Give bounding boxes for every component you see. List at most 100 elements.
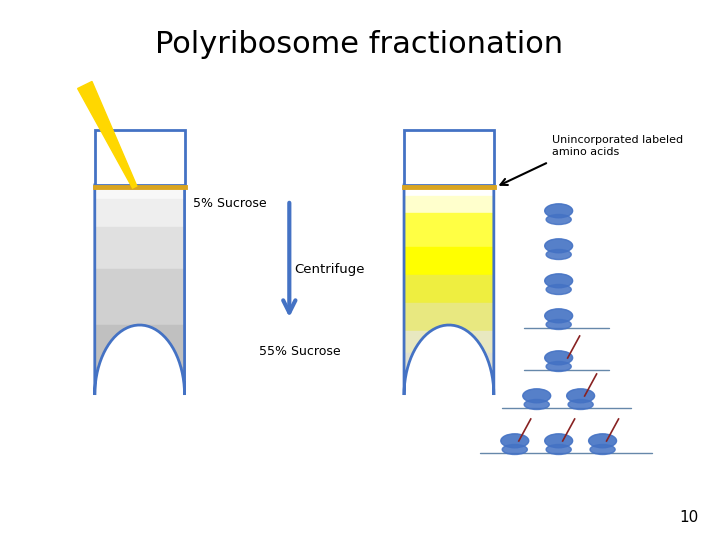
Bar	[95, 392, 184, 395]
Bar	[404, 361, 494, 364]
Bar	[404, 356, 494, 359]
Bar	[95, 283, 184, 286]
Bar	[95, 373, 184, 375]
Bar	[431, 460, 467, 462]
Ellipse shape	[545, 434, 572, 448]
Bar	[95, 210, 184, 213]
Ellipse shape	[545, 274, 572, 288]
Bar	[95, 300, 184, 302]
Bar	[404, 316, 494, 319]
Bar	[408, 423, 490, 426]
Bar	[405, 406, 493, 409]
Bar	[404, 283, 494, 286]
Bar	[404, 300, 494, 302]
Bar	[95, 364, 184, 367]
Bar	[404, 381, 494, 384]
Bar	[95, 196, 184, 199]
Bar	[118, 457, 161, 460]
Bar	[95, 191, 184, 193]
Bar	[404, 227, 494, 230]
Bar	[404, 306, 494, 308]
Bar	[95, 219, 184, 221]
Bar	[95, 264, 184, 266]
Bar	[95, 188, 184, 191]
Bar	[95, 224, 184, 227]
Bar	[404, 333, 494, 336]
Bar	[95, 350, 184, 353]
Bar	[95, 406, 184, 409]
Bar	[95, 207, 184, 210]
Bar	[405, 403, 493, 406]
Bar	[109, 446, 171, 448]
Bar	[404, 322, 494, 325]
Bar	[404, 219, 494, 221]
Bar	[404, 185, 494, 188]
Bar	[95, 221, 184, 224]
Bar	[404, 196, 494, 199]
Bar	[410, 431, 487, 434]
Bar	[95, 314, 184, 316]
Bar	[404, 347, 494, 350]
Bar	[95, 389, 184, 392]
Ellipse shape	[546, 361, 571, 372]
Bar	[95, 130, 184, 185]
Bar	[404, 247, 494, 249]
Bar	[95, 398, 184, 401]
Bar	[405, 412, 492, 415]
Bar	[405, 409, 493, 412]
Bar	[95, 367, 184, 370]
Bar	[410, 429, 488, 431]
Bar	[95, 286, 184, 288]
Bar	[404, 311, 494, 314]
Bar	[404, 244, 494, 247]
Bar	[95, 185, 184, 188]
Bar	[404, 238, 494, 241]
Bar	[95, 258, 184, 261]
Bar	[95, 339, 184, 342]
Bar	[95, 244, 184, 247]
Bar	[95, 325, 184, 328]
Bar	[404, 398, 494, 401]
Bar	[95, 278, 184, 280]
Text: Polyribosome fractionation: Polyribosome fractionation	[155, 30, 563, 59]
Bar	[404, 233, 494, 235]
Ellipse shape	[546, 249, 571, 260]
Bar	[95, 193, 184, 196]
Bar	[99, 426, 180, 429]
Bar	[95, 361, 184, 364]
Bar	[404, 216, 494, 219]
Bar	[404, 294, 494, 297]
Ellipse shape	[589, 434, 616, 448]
Bar	[95, 266, 184, 269]
Bar	[95, 401, 184, 403]
Bar	[422, 451, 476, 454]
Bar	[115, 454, 164, 457]
Bar	[404, 345, 494, 347]
Bar	[95, 227, 184, 230]
Bar	[404, 370, 494, 373]
Bar	[418, 446, 480, 448]
Bar	[95, 230, 184, 233]
Bar	[404, 384, 494, 387]
Bar	[404, 210, 494, 213]
Bar	[102, 431, 178, 434]
Bar	[95, 247, 184, 249]
Bar	[98, 420, 181, 423]
Bar	[404, 314, 494, 316]
Bar	[404, 292, 494, 294]
Bar	[95, 292, 184, 294]
Bar	[404, 373, 494, 375]
Bar	[95, 216, 184, 219]
Bar	[404, 392, 494, 395]
Bar	[404, 401, 494, 403]
Ellipse shape	[524, 400, 549, 409]
Ellipse shape	[546, 320, 571, 329]
Bar	[404, 230, 494, 233]
Bar	[95, 336, 184, 339]
Bar	[95, 205, 184, 207]
Bar	[95, 252, 184, 255]
Text: 55% Sucrose: 55% Sucrose	[259, 345, 341, 358]
Bar	[406, 417, 492, 420]
Ellipse shape	[545, 204, 572, 218]
Bar	[95, 241, 184, 244]
